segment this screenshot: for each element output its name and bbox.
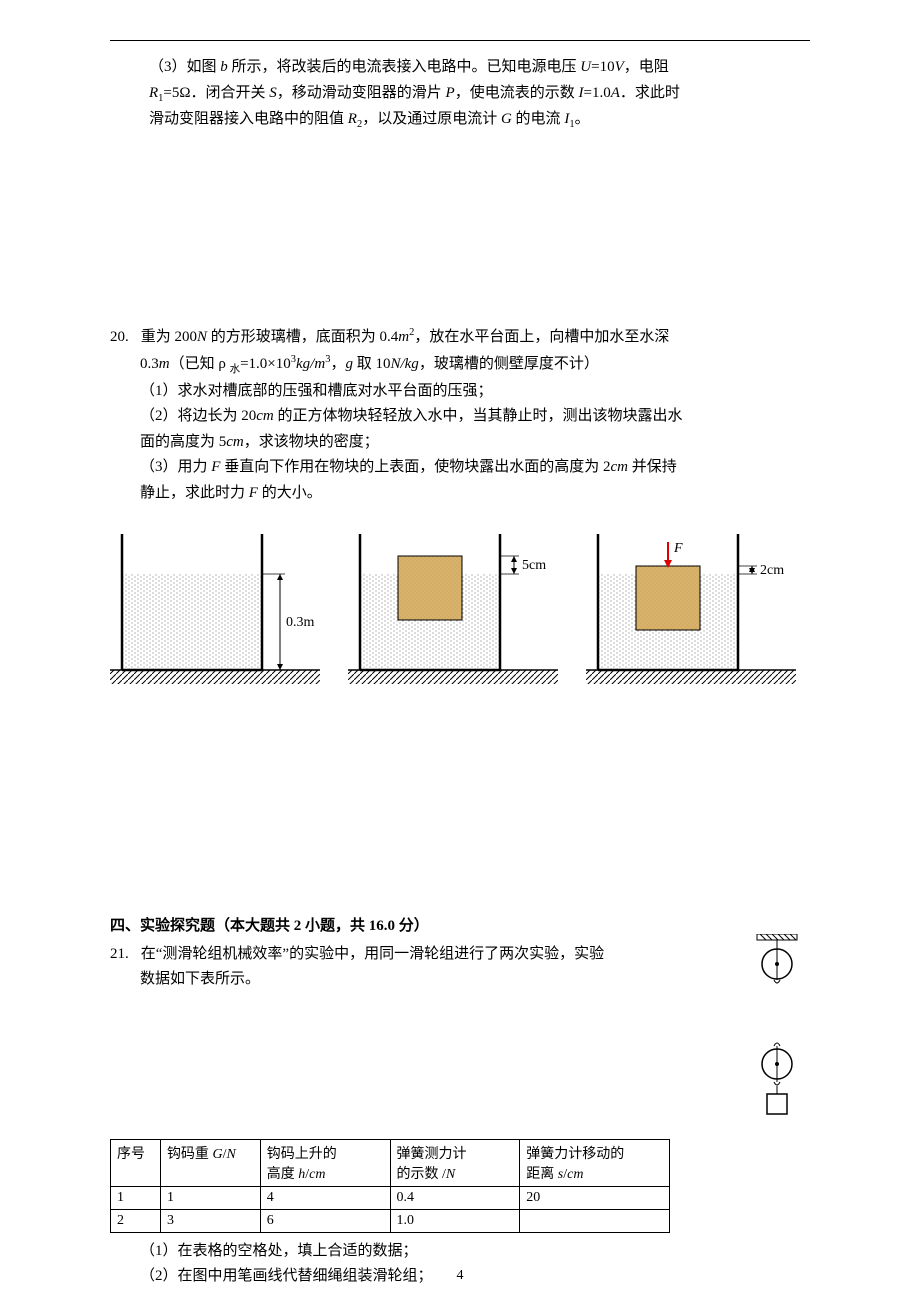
text: 面的高度为 5 bbox=[140, 434, 226, 450]
text: N/kg bbox=[390, 356, 418, 372]
table-row: 1140.420 bbox=[111, 1186, 670, 1209]
table-cell: 1 bbox=[111, 1186, 161, 1209]
sym-cm: cm bbox=[256, 408, 274, 424]
text: ， bbox=[330, 356, 345, 372]
table-header: 弹簧力计移动的距离 s/cm bbox=[520, 1139, 670, 1186]
tank-diagram: 5cm bbox=[348, 524, 558, 684]
q20-number: 20. bbox=[110, 325, 137, 351]
sym-S: S bbox=[269, 85, 277, 101]
svg-text:F: F bbox=[673, 541, 683, 556]
tank-diagram: 0.3m bbox=[110, 524, 320, 684]
table-cell: 3 bbox=[160, 1209, 260, 1232]
page: （3）如图 b 所示，将改装后的电流表接入电路中。已知电源电压 U=10V，电阻… bbox=[0, 0, 920, 1302]
q21: 21. 在“测滑轮组机械效率”的实验中，用同一滑轮组进行了两次实验，实验 数据如… bbox=[110, 942, 810, 1290]
text: 静止，求此时力 bbox=[140, 485, 249, 501]
q21-p1: （1）在表格的空格处，填上合适的数据； bbox=[110, 1239, 810, 1265]
pulley-icon bbox=[752, 934, 802, 1134]
table-cell: 20 bbox=[520, 1186, 670, 1209]
text: （3）如图 bbox=[149, 59, 220, 75]
q20-p1: （1）求水对槽底部的压强和槽底对水平台面的压强； bbox=[110, 379, 810, 405]
section4-title: 四、实验探究题（本大题共 2 小题，共 16.0 分） bbox=[110, 914, 810, 940]
text: ，求该物块的密度； bbox=[244, 434, 379, 450]
text: 垂直向下作用在物块的上表面，使物块露出水面的高度为 2 bbox=[220, 459, 610, 475]
table-header: 钩码上升的高度 h/cm bbox=[260, 1139, 390, 1186]
svg-text:0.3m: 0.3m bbox=[286, 615, 315, 630]
sym-R1: R bbox=[149, 85, 158, 101]
top-rule bbox=[110, 40, 810, 41]
table-header: 弹簧测力计的示数 /N bbox=[390, 1139, 520, 1186]
svg-text:2cm: 2cm bbox=[760, 563, 784, 578]
q19-part3: （3）如图 b 所示，将改装后的电流表接入电路中。已知电源电压 U=10V，电阻… bbox=[110, 55, 810, 134]
svg-text:5cm: 5cm bbox=[522, 558, 546, 573]
text: （2）将边长为 20 bbox=[140, 408, 256, 424]
sym-A: A bbox=[611, 85, 620, 101]
text: kg/m bbox=[296, 356, 325, 372]
sym-R2: R bbox=[348, 111, 357, 127]
text: ，电阻 bbox=[624, 59, 669, 75]
sym-g: g bbox=[345, 356, 353, 372]
text: （3）用力 bbox=[140, 459, 211, 475]
sym-U: U bbox=[580, 59, 591, 75]
text: ，以及通过原电流计 bbox=[362, 111, 501, 127]
table-cell: 6 bbox=[260, 1209, 390, 1232]
page-number: 4 bbox=[0, 1268, 920, 1284]
text: 所示，将改装后的电流表接入电路中。已知电源电压 bbox=[228, 59, 581, 75]
text: 的大小。 bbox=[258, 485, 322, 501]
q21-number: 21. bbox=[110, 942, 137, 968]
table-cell bbox=[520, 1209, 670, 1232]
q21-table: 序号钩码重 G/N钩码上升的高度 h/cm弹簧测力计的示数 /N弹簧力计移动的距… bbox=[110, 1139, 670, 1233]
table-cell: 4 bbox=[260, 1186, 390, 1209]
text: ，放在水平台面上，向槽中加水至水深 bbox=[414, 329, 669, 345]
table-cell: 1.0 bbox=[390, 1209, 520, 1232]
table-header-row: 序号钩码重 G/N钩码上升的高度 h/cm弹簧测力计的示数 /N弹簧力计移动的距… bbox=[111, 1139, 670, 1186]
text: ，使电流表的示数 bbox=[455, 85, 579, 101]
sym-cm: cm bbox=[610, 459, 628, 475]
table-header: 钩码重 G/N bbox=[160, 1139, 260, 1186]
sym-G: G bbox=[501, 111, 512, 127]
text: 取 10 bbox=[353, 356, 391, 372]
sub-water: 水 bbox=[230, 364, 241, 375]
q20: 20. 重为 200N 的方形玻璃槽，底面积为 0.4m2，放在水平台面上，向槽… bbox=[110, 324, 810, 684]
text: 在“测滑轮组机械效率”的实验中，用同一滑轮组进行了两次实验，实验 bbox=[141, 946, 604, 962]
text: =5Ω．闭合开关 bbox=[163, 85, 269, 101]
sym-b: b bbox=[220, 59, 228, 75]
pulley-figure bbox=[752, 934, 802, 1139]
text: 滑动变阻器接入电路中的阻值 bbox=[149, 111, 348, 127]
table-header: 序号 bbox=[111, 1139, 161, 1186]
table-cell: 0.4 bbox=[390, 1186, 520, 1209]
text: =10 bbox=[591, 59, 614, 75]
sym-P: P bbox=[446, 85, 455, 101]
sym-cm: cm bbox=[226, 434, 244, 450]
sym-V: V bbox=[615, 59, 624, 75]
text: =1.0 bbox=[583, 85, 610, 101]
table-cell: 2 bbox=[111, 1209, 161, 1232]
text: ，玻璃槽的侧壁厚度不计） bbox=[419, 356, 599, 372]
table-row: 2361.0 bbox=[111, 1209, 670, 1232]
text: 的电流 bbox=[512, 111, 565, 127]
sym-F: F bbox=[249, 485, 258, 501]
sym-N: N bbox=[197, 329, 207, 345]
text: ，移动滑动变阻器的滑片 bbox=[277, 85, 446, 101]
text: 0.3 bbox=[140, 356, 159, 372]
text: 的方形玻璃槽，底面积为 0.4 bbox=[207, 329, 398, 345]
text: =1.0×10 bbox=[240, 356, 291, 372]
table-cell: 1 bbox=[160, 1186, 260, 1209]
text: 数据如下表所示。 bbox=[110, 967, 810, 993]
text: （已知 ρ bbox=[170, 356, 230, 372]
text: 。 bbox=[575, 111, 590, 127]
text: 重为 200 bbox=[141, 329, 197, 345]
text: 并保持 bbox=[628, 459, 677, 475]
q20-figures: 0.3m 5cm 2cm F bbox=[110, 524, 810, 684]
sym-m: m bbox=[159, 356, 170, 372]
sym-m: m bbox=[398, 329, 409, 345]
text: 的正方体物块轻轻放入水中，当其静止时，测出该物块露出水 bbox=[274, 408, 683, 424]
tank-diagram: 2cm F bbox=[586, 524, 796, 684]
text: ．求此时 bbox=[620, 85, 680, 101]
